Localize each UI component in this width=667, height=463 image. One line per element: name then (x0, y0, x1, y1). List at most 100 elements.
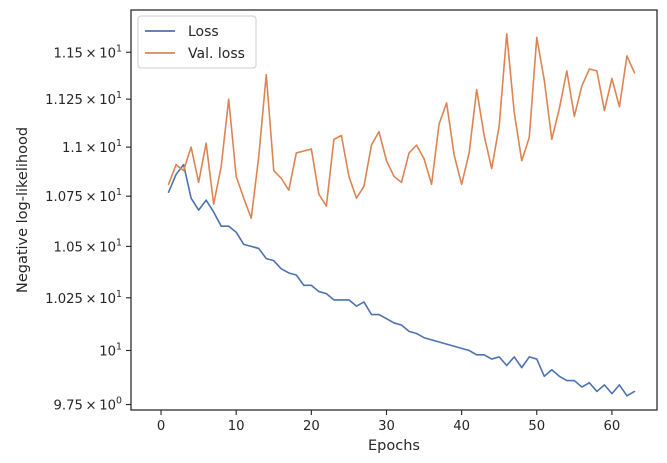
series-lines (167, 32, 636, 397)
y-tick-exponent: 0 (116, 396, 122, 407)
data-point (355, 305, 358, 308)
data-point (317, 193, 320, 196)
data-point (317, 290, 320, 293)
x-tick-label: 30 (378, 419, 395, 434)
data-point (543, 375, 546, 378)
data-point (332, 138, 335, 141)
y-tick-times: × (83, 141, 99, 156)
data-point (558, 107, 561, 110)
x-tick-label: 20 (303, 419, 320, 434)
data-point (205, 199, 208, 202)
data-point (370, 144, 373, 147)
y-tick-times: × (83, 46, 99, 61)
data-point (490, 357, 493, 360)
y-axis-label: Negative log-likelihood (15, 127, 31, 293)
y-tick-label: 1.125 × 101 (45, 90, 122, 108)
data-point (257, 155, 260, 158)
data-point (633, 390, 636, 393)
data-point (490, 167, 493, 170)
data-point (437, 340, 440, 343)
data-point (580, 84, 583, 87)
data-point (190, 197, 193, 200)
data-point (580, 385, 583, 388)
data-point (280, 177, 283, 180)
data-point (257, 247, 260, 250)
y-tick-label: 101 (99, 341, 122, 359)
data-point (558, 375, 561, 378)
data-point (385, 317, 388, 320)
y-tick-exponent: 1 (116, 341, 122, 352)
data-point (595, 69, 598, 72)
data-point (610, 392, 613, 395)
data-point (272, 169, 275, 172)
data-point (520, 159, 523, 162)
data-point (513, 111, 516, 114)
data-point (430, 183, 433, 186)
data-point (543, 79, 546, 82)
data-point (520, 366, 523, 369)
data-point (603, 383, 606, 386)
data-point (212, 211, 215, 214)
data-point (475, 353, 478, 356)
data-point (287, 271, 290, 274)
data-point (475, 88, 478, 91)
x-tick-label: 10 (228, 419, 245, 434)
data-point (362, 185, 365, 188)
data-point (498, 355, 501, 358)
data-point (573, 379, 576, 382)
data-point (468, 349, 471, 352)
data-point (377, 130, 380, 133)
data-point (415, 332, 418, 335)
data-point (445, 101, 448, 104)
data-point (565, 69, 568, 72)
y-tick-mantissa: 9.75 (54, 399, 83, 414)
data-point (227, 225, 230, 228)
y-tick-exponent: 1 (116, 90, 122, 101)
data-point (468, 151, 471, 154)
data-point (505, 32, 508, 35)
y-tick-label: 1.025 × 101 (45, 289, 122, 307)
x-tick-label: 0 (157, 419, 165, 434)
data-point (392, 175, 395, 178)
data-point (287, 189, 290, 192)
y-tick-times: × (83, 93, 99, 108)
data-point (340, 134, 343, 137)
data-point (513, 355, 516, 358)
data-point (407, 151, 410, 154)
data-point (400, 181, 403, 184)
data-point (242, 243, 245, 246)
data-point (295, 273, 298, 276)
y-tick-base: 10 (99, 190, 116, 205)
data-point (347, 298, 350, 301)
y-tick-base: 10 (99, 344, 116, 359)
data-point (370, 313, 373, 316)
data-point (265, 73, 268, 76)
data-point (505, 364, 508, 367)
data-point (212, 203, 215, 206)
data-point (197, 209, 200, 212)
y-tick-label: 1.05 × 101 (54, 237, 122, 255)
data-point (483, 134, 486, 137)
data-point (407, 330, 410, 333)
data-point (250, 217, 253, 220)
y-tick-mantissa: 1.125 (45, 93, 83, 108)
y-tick-base: 10 (99, 93, 116, 108)
data-point (235, 231, 238, 234)
y-tick-mantissa: 1.025 (45, 292, 83, 307)
data-point (182, 169, 185, 172)
data-point (603, 109, 606, 112)
data-point (355, 197, 358, 200)
data-point (302, 149, 305, 152)
data-point (633, 71, 636, 74)
data-point (310, 284, 313, 287)
y-tick-times: × (83, 399, 99, 414)
data-point (610, 77, 613, 80)
y-tick-exponent: 1 (116, 289, 122, 300)
data-point (498, 124, 501, 127)
data-point (167, 183, 170, 186)
y-tick-base: 10 (99, 292, 116, 307)
data-point (377, 313, 380, 316)
data-point (550, 368, 553, 371)
